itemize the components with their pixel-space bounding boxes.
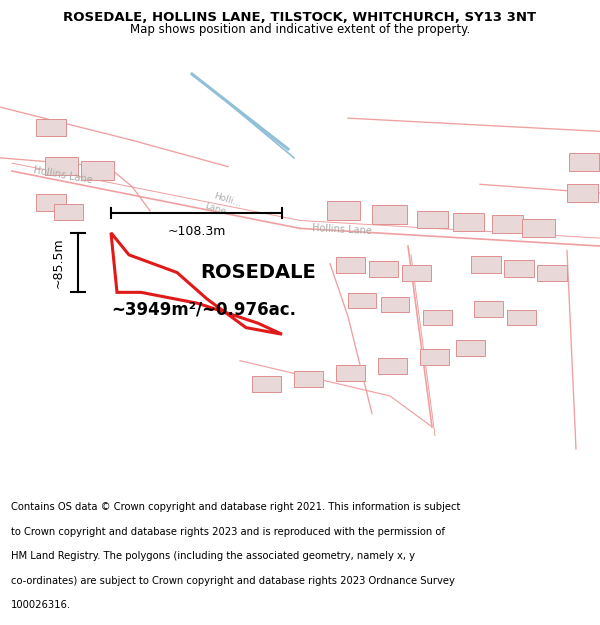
Text: ~85.5m: ~85.5m <box>52 238 65 288</box>
Bar <box>252 376 281 392</box>
Text: 100026316.: 100026316. <box>11 600 71 610</box>
Bar <box>417 211 448 228</box>
Bar <box>81 161 114 180</box>
Bar <box>381 298 409 312</box>
Bar <box>348 292 376 308</box>
Bar <box>336 257 365 272</box>
Text: Hollins Lane: Hollins Lane <box>312 222 372 236</box>
Bar <box>453 213 484 231</box>
Bar <box>537 264 567 281</box>
Text: co-ordinates) are subject to Crown copyright and database rights 2023 Ordnance S: co-ordinates) are subject to Crown copyr… <box>11 576 455 586</box>
Text: ~3949m²/~0.976ac.: ~3949m²/~0.976ac. <box>111 301 296 319</box>
Bar <box>420 349 449 365</box>
Bar <box>522 219 555 238</box>
Bar <box>378 358 407 374</box>
Bar <box>54 204 83 219</box>
Bar <box>327 201 360 219</box>
Bar <box>36 194 66 211</box>
Bar <box>36 119 66 136</box>
Text: Hollins Lane: Hollins Lane <box>33 166 94 186</box>
Text: Contains OS data © Crown copyright and database right 2021. This information is : Contains OS data © Crown copyright and d… <box>11 503 460 512</box>
Bar <box>45 157 78 176</box>
Text: ROSEDALE: ROSEDALE <box>200 263 316 282</box>
Bar <box>474 301 503 317</box>
Text: Lane: Lane <box>204 201 227 216</box>
Bar <box>492 215 523 232</box>
Text: Holli...: Holli... <box>213 191 243 209</box>
Bar <box>294 371 323 387</box>
Bar <box>567 184 598 202</box>
Bar <box>372 206 407 224</box>
Text: ROSEDALE, HOLLINS LANE, TILSTOCK, WHITCHURCH, SY13 3NT: ROSEDALE, HOLLINS LANE, TILSTOCK, WHITCH… <box>64 11 536 24</box>
Text: ~108.3m: ~108.3m <box>167 226 226 238</box>
Text: HM Land Registry. The polygons (including the associated geometry, namely x, y: HM Land Registry. The polygons (includin… <box>11 551 415 561</box>
Bar <box>402 266 431 281</box>
Bar <box>336 364 365 381</box>
Text: Map shows position and indicative extent of the property.: Map shows position and indicative extent… <box>130 23 470 36</box>
Bar <box>369 261 398 277</box>
Polygon shape <box>111 232 282 334</box>
Bar <box>456 341 485 356</box>
Bar <box>569 152 599 171</box>
Bar <box>423 309 452 326</box>
Bar <box>471 256 501 272</box>
Text: to Crown copyright and database rights 2023 and is reproduced with the permissio: to Crown copyright and database rights 2… <box>11 527 445 537</box>
Bar <box>507 309 536 326</box>
Bar <box>504 260 534 277</box>
